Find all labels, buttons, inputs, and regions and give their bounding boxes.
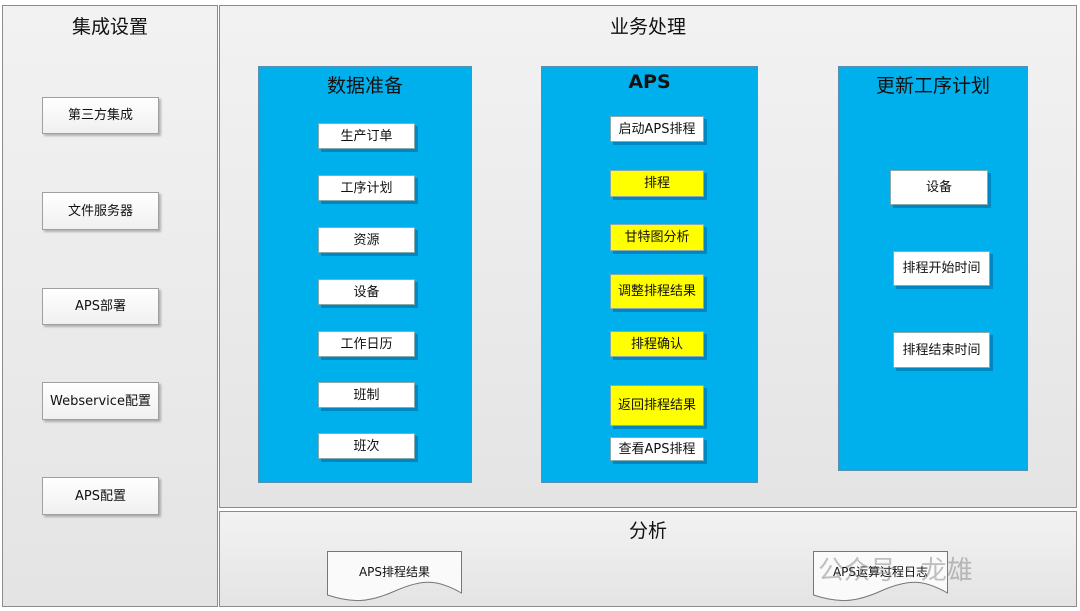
- list-item[interactable]: 设备: [890, 170, 988, 205]
- list-item[interactable]: 排程结束时间: [893, 332, 990, 368]
- list-item[interactable]: 工作日历: [318, 331, 415, 357]
- list-item[interactable]: 班制: [318, 382, 415, 408]
- list-item[interactable]: 排程开始时间: [893, 251, 990, 286]
- aps-config-button[interactable]: APS配置: [42, 477, 159, 515]
- list-item[interactable]: 排程: [610, 170, 704, 197]
- analysis-title: 分析: [628, 520, 667, 542]
- file-server-button[interactable]: 文件服务器: [42, 192, 159, 230]
- aps-deploy-button[interactable]: APS部署: [42, 288, 159, 325]
- third-party-integration-button[interactable]: 第三方集成: [42, 97, 159, 134]
- document-label: APS运算过程日志: [832, 565, 929, 579]
- business-title: 业务处理: [609, 16, 686, 38]
- column-title: APS: [628, 71, 671, 93]
- column-title: 数据准备: [326, 75, 403, 97]
- list-item[interactable]: 返回排程结果: [610, 385, 704, 426]
- list-item[interactable]: 工序计划: [318, 175, 415, 201]
- list-item[interactable]: 排程确认: [610, 331, 704, 357]
- list-item[interactable]: 班次: [318, 433, 415, 459]
- integration-title: 集成设置: [71, 16, 148, 38]
- list-item[interactable]: 资源: [318, 227, 415, 253]
- list-item[interactable]: 查看APS排程: [610, 437, 704, 461]
- document-aps-log[interactable]: APS运算过程日志: [813, 551, 948, 602]
- document-icon: [813, 551, 948, 602]
- watermark: 公众号 · 龙雄: [818, 556, 973, 586]
- webservice-config-button[interactable]: Webservice配置: [42, 382, 159, 420]
- list-item[interactable]: 调整排程结果: [610, 274, 704, 309]
- document-aps-result[interactable]: APS排程结果: [327, 551, 462, 602]
- document-icon: [327, 551, 462, 602]
- column-title: 更新工序计划: [875, 75, 990, 97]
- list-item[interactable]: 启动APS排程: [610, 116, 704, 142]
- list-item[interactable]: 甘特图分析: [610, 224, 704, 251]
- list-item[interactable]: 生产订单: [318, 123, 415, 149]
- list-item[interactable]: 设备: [318, 279, 415, 305]
- document-label: APS排程结果: [358, 565, 431, 579]
